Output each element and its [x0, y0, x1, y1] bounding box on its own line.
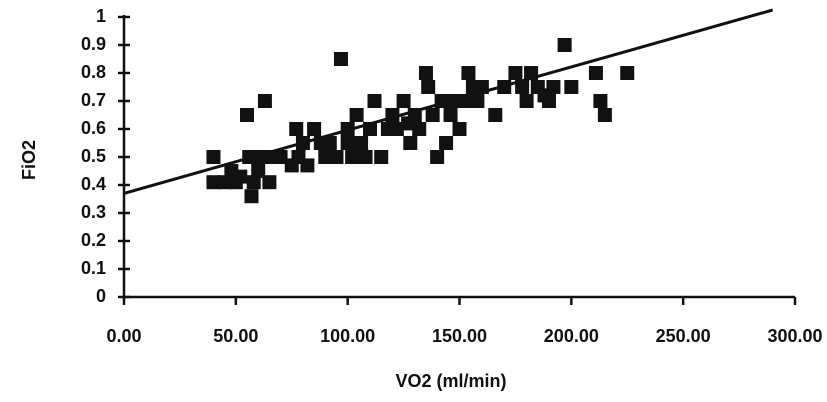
y-tick-label: 0.7 — [81, 90, 106, 110]
point — [206, 150, 221, 164]
point — [273, 150, 288, 164]
point — [508, 66, 523, 80]
point — [443, 108, 458, 122]
point — [546, 80, 561, 94]
point — [244, 189, 259, 204]
point — [470, 94, 485, 108]
point — [251, 164, 266, 178]
point — [593, 94, 608, 108]
x-tick-label: 100.00 — [320, 326, 375, 346]
point — [262, 175, 277, 190]
point — [349, 108, 364, 122]
point — [257, 94, 272, 108]
point — [421, 80, 436, 94]
point — [515, 80, 530, 94]
trend-line — [123, 8, 774, 195]
y-tick-label: 0.9 — [81, 34, 106, 54]
point — [620, 66, 635, 80]
point — [354, 136, 369, 150]
point — [452, 122, 467, 136]
point — [329, 150, 344, 164]
point — [418, 66, 433, 80]
point — [588, 66, 603, 80]
point — [557, 38, 572, 52]
point — [345, 150, 360, 164]
y-tick-label: 0.8 — [81, 62, 106, 82]
point — [307, 122, 322, 136]
y-tick-label: 1 — [96, 6, 106, 26]
y-tick-label: 0.6 — [81, 118, 106, 138]
point — [374, 150, 389, 164]
point — [240, 108, 255, 122]
point — [358, 150, 373, 164]
point — [396, 94, 411, 108]
point — [233, 169, 248, 184]
point — [461, 66, 476, 80]
point — [217, 175, 232, 190]
point — [425, 108, 440, 122]
x-tick-label: 0.00 — [106, 326, 141, 346]
point — [439, 136, 454, 150]
y-tick-label: 0 — [96, 286, 106, 306]
y-tick-label: 0.4 — [81, 174, 106, 194]
point — [318, 150, 333, 164]
point — [300, 158, 315, 173]
point — [597, 108, 612, 122]
point — [246, 175, 261, 190]
point — [322, 136, 337, 150]
point — [206, 175, 221, 190]
x-tick-label: 200.00 — [544, 326, 599, 346]
point — [389, 122, 404, 136]
point — [519, 94, 534, 108]
point — [412, 122, 427, 136]
x-tick-label: 150.00 — [432, 326, 487, 346]
point — [564, 80, 579, 94]
y-tick-label: 0.5 — [81, 146, 106, 166]
point — [333, 52, 348, 66]
point — [488, 108, 503, 122]
x-tick-label: 50.00 — [213, 326, 258, 346]
x-tick-label: 250.00 — [656, 326, 711, 346]
point — [367, 94, 382, 108]
point — [403, 136, 418, 150]
point — [541, 94, 556, 108]
point — [289, 122, 304, 136]
x-axis-title: VO2 (ml/min) — [395, 371, 506, 391]
y-tick-label: 0.2 — [81, 230, 106, 250]
y-tick-label: 0.3 — [81, 202, 106, 222]
x-tick-label: 300.00 — [767, 326, 822, 346]
point — [340, 136, 355, 150]
y-axis-title: FiO2 — [19, 140, 39, 180]
point — [430, 150, 445, 164]
y-tick-label: 0.1 — [81, 258, 106, 278]
